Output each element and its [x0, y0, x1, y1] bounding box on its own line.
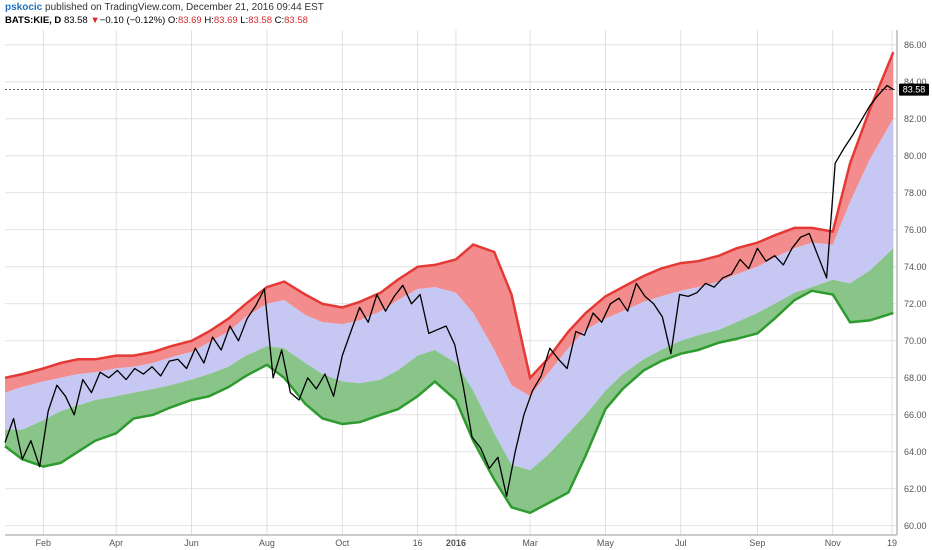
time-axis[interactable]: Feb Apr Jun Aug Oct 16 2016 Mar May Jul Sep Nov 19: [36, 538, 898, 548]
price-line[interactable]: [4, 84, 894, 497]
y-tick-label: 62.00: [904, 484, 927, 494]
y-tick-label: 86.00: [904, 40, 927, 50]
x-tick-label: Sep: [749, 538, 765, 548]
last-price-value: 83.58: [63, 15, 88, 26]
low-value: 83.58: [248, 15, 272, 26]
down-arrow-icon: ▼: [90, 15, 100, 26]
y-tick-label: 72.00: [904, 299, 927, 309]
upper-band-line: [4, 51, 895, 381]
author-name[interactable]: pskocic: [5, 2, 43, 13]
middle-band-fill: [5, 118, 894, 471]
grid-lines: [5, 30, 897, 535]
low-label: L:: [240, 15, 249, 26]
y-tick-label: 80.00: [904, 151, 927, 161]
x-tick-label: 16: [413, 538, 423, 548]
symbol-name[interactable]: BATS:KIE, D: [5, 15, 62, 26]
x-tick-label: 2016: [446, 538, 466, 548]
last-price-tag-text: 83.58: [903, 85, 926, 95]
y-tick-label: 84.00: [904, 77, 927, 87]
x-tick-label: Apr: [109, 538, 123, 548]
symbol-legend: BATS:KIE, D 83.58 ▼−0.10 (−0.12%) O:83.6…: [5, 15, 308, 26]
close-label: C:: [274, 15, 285, 26]
last-price-tag-box: [899, 83, 929, 96]
last-price-tag: 83.58: [899, 83, 929, 96]
price-axis[interactable]: 60.00 62.00 64.00 66.00 68.00 70.00 72.00 74.00…: [904, 40, 927, 531]
y-tick-label: 76.00: [904, 225, 927, 235]
x-tick-label: Mar: [522, 538, 538, 548]
y-tick-label: 60.00: [904, 521, 927, 531]
high-label: H:: [204, 15, 214, 26]
x-tick-label: Feb: [36, 538, 52, 548]
y-tick-label: 66.00: [904, 410, 927, 420]
x-tick-label: Oct: [335, 538, 350, 548]
price-change: −0.10 (−0.12%): [99, 15, 166, 26]
price-layer: [4, 84, 894, 497]
publish-info: pskocic published on TradingView.com, De…: [5, 2, 324, 13]
x-tick-label: Jul: [675, 538, 687, 548]
x-tick-label: May: [597, 538, 615, 548]
bands-layer: [4, 51, 895, 515]
published-text: published on TradingView.com, December 2…: [45, 2, 324, 13]
y-tick-label: 78.00: [904, 188, 927, 198]
lower-band-line: [4, 289, 894, 515]
y-tick-label: 82.00: [904, 114, 927, 124]
x-tick-label: Jun: [184, 538, 199, 548]
y-tick-label: 74.00: [904, 262, 927, 272]
high-value: 83.69: [213, 15, 238, 26]
close-value: 83.58: [284, 15, 308, 26]
open-label: O:: [167, 15, 178, 26]
upper-band-fill: [5, 52, 894, 397]
x-tick-label: Nov: [825, 538, 842, 548]
y-tick-label: 68.00: [904, 373, 927, 383]
open-value: 83.69: [177, 15, 202, 26]
lower-band-fill: [5, 248, 894, 513]
x-tick-label: Aug: [259, 538, 275, 548]
x-tick-label: 19: [887, 538, 897, 548]
y-tick-label: 64.00: [904, 447, 927, 457]
y-tick-label: 70.00: [904, 336, 927, 346]
